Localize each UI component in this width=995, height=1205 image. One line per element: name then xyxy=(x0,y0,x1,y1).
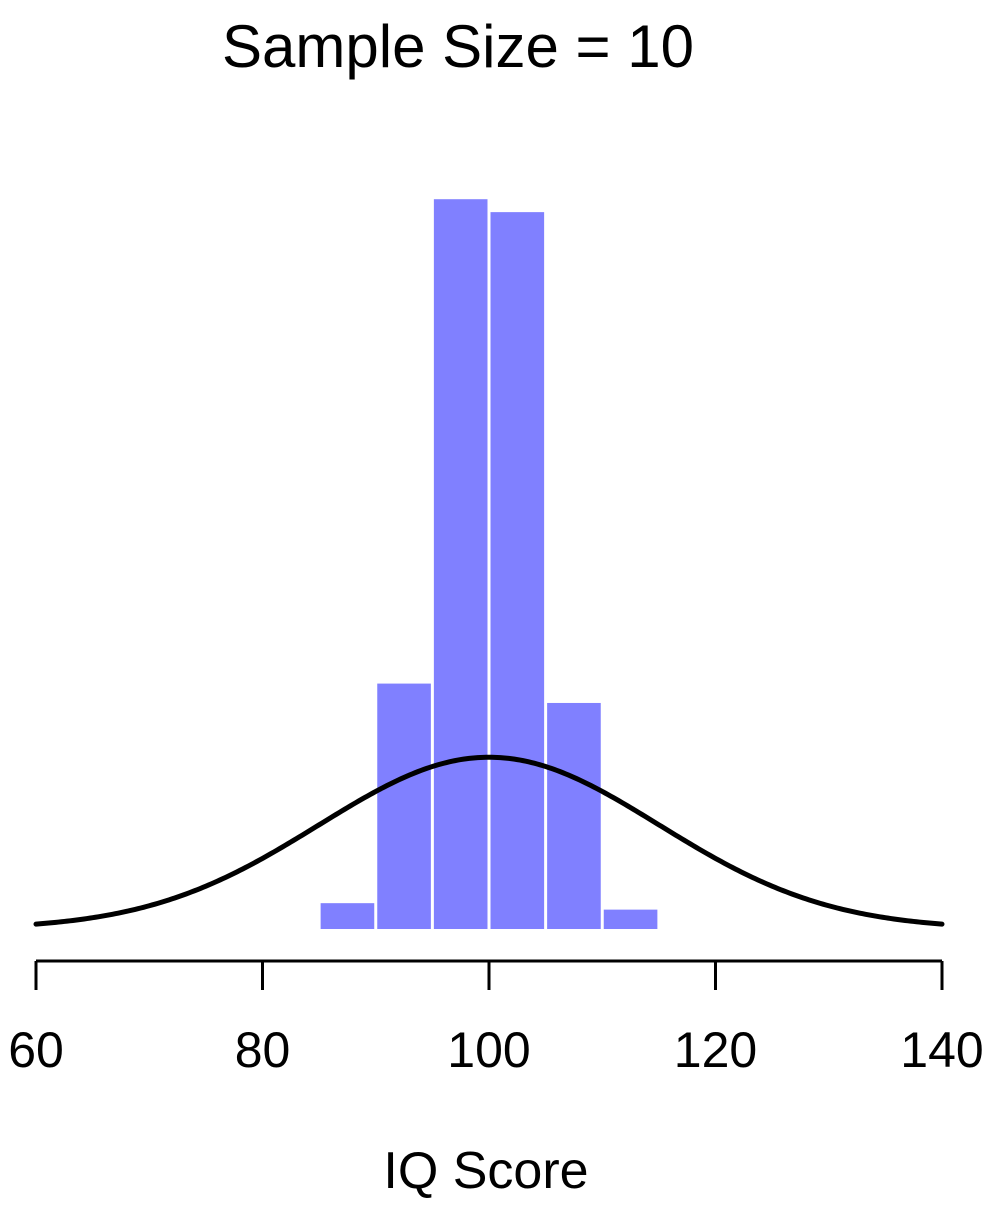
x-tick-label-140: 140 xyxy=(900,1022,983,1078)
histogram-bar-4 xyxy=(490,212,545,929)
x-axis: 60 80 100 120 140 xyxy=(8,959,984,1078)
histogram-bar-1 xyxy=(320,903,375,929)
x-axis-label: IQ Score xyxy=(383,1142,588,1200)
chart-title: Sample Size = 10 xyxy=(222,13,694,80)
histogram-bar-2 xyxy=(377,683,431,929)
x-tick-label-100: 100 xyxy=(447,1022,530,1078)
x-tick-label-120: 120 xyxy=(674,1022,757,1078)
histogram-bar-3 xyxy=(433,199,488,930)
x-tick-label-80: 80 xyxy=(235,1022,291,1078)
histogram-bar-6 xyxy=(603,909,658,929)
histogram-bar-5 xyxy=(547,702,601,929)
normal-curve xyxy=(33,754,945,927)
x-tick-label-60: 60 xyxy=(8,1022,64,1078)
histogram-bars xyxy=(320,199,658,930)
